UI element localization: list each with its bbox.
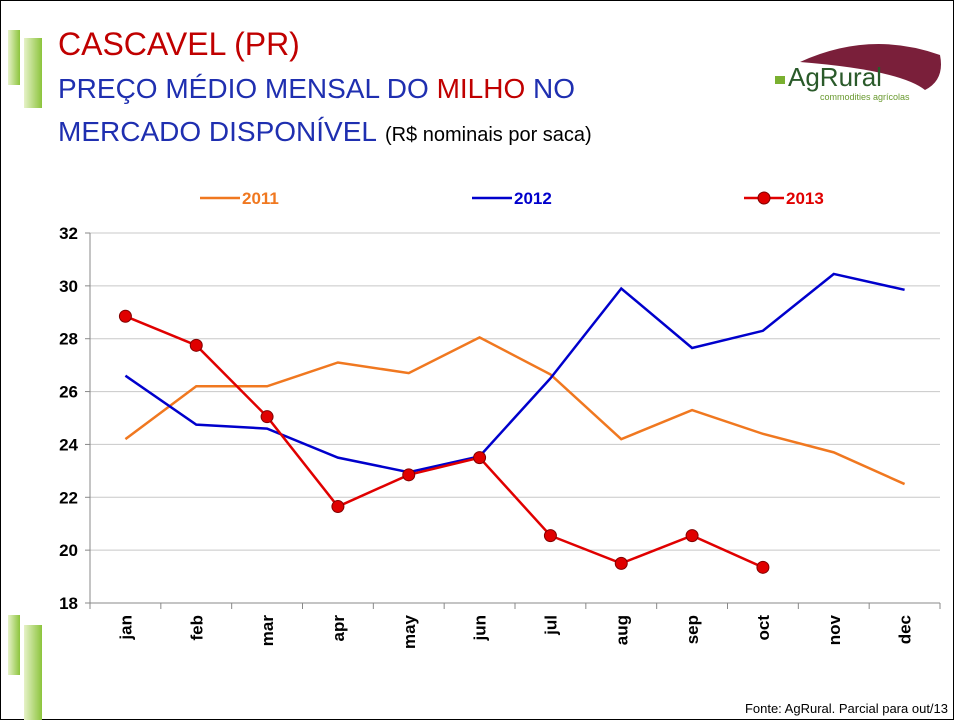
data-point (402, 468, 416, 482)
subtitle-part: (R$ nominais por saca) (385, 124, 592, 146)
x-tick-label: aug (612, 615, 631, 645)
subtitle-part: PREÇO MÉDIO MENSAL DO (58, 73, 437, 104)
data-point (260, 410, 274, 424)
series-line (124, 315, 764, 569)
subtitle-part: NO (525, 73, 575, 104)
decor (24, 38, 42, 108)
x-tick-label: jul (541, 615, 560, 636)
y-tick-label: 28 (59, 330, 78, 349)
x-tick-label: sep (683, 615, 702, 644)
source: Fonte: AgRural. Parcial para out/13 (745, 701, 948, 716)
x-tick-label: may (400, 614, 419, 649)
decor (8, 615, 20, 675)
data-point (756, 560, 770, 574)
data-point (473, 451, 487, 465)
legend-label: 2011 (242, 189, 279, 208)
subtitle-part: MILHO (437, 73, 526, 104)
x-tick-label: oct (754, 615, 773, 641)
subtitle: PREÇO MÉDIO MENSAL DO MILHO NO (58, 73, 575, 104)
x-tick-label: feb (187, 615, 206, 641)
y-tick-label: 22 (59, 488, 78, 507)
decor (24, 625, 42, 720)
y-tick-label: 20 (59, 541, 78, 560)
logo-tagline: commodities agrícolas (820, 92, 910, 102)
data-point (189, 338, 203, 352)
legend-label: 2013 (786, 189, 824, 208)
x-tick-label: nov (825, 614, 844, 645)
data-point (685, 529, 699, 543)
logo: AgRural (788, 62, 882, 92)
y-tick-label: 24 (59, 435, 78, 454)
x-tick-label: jun (471, 615, 490, 642)
legend-label: 2012 (514, 189, 552, 208)
y-tick-label: 26 (59, 383, 78, 402)
x-tick-label: jan (116, 615, 135, 641)
title: CASCAVEL (PR) (58, 26, 300, 62)
legend-marker (757, 191, 771, 205)
x-tick-label: dec (896, 615, 915, 644)
data-point (614, 556, 628, 570)
x-tick-label: apr (329, 615, 348, 642)
logo-swoosh (800, 44, 941, 90)
series-line (124, 272, 905, 474)
data-point (543, 529, 557, 543)
y-tick-label: 30 (59, 277, 78, 296)
subtitle: MERCADO DISPONÍVEL (R$ nominais por saca) (58, 116, 592, 147)
y-tick-label: 18 (59, 594, 78, 613)
logo-decor (775, 76, 785, 84)
data-point (118, 309, 132, 323)
x-tick-label: mar (258, 615, 277, 647)
subtitle-part: MERCADO DISPONÍVEL (58, 116, 377, 147)
series-line (124, 335, 906, 486)
y-tick-label: 32 (59, 224, 78, 243)
decor (8, 30, 20, 85)
data-point (331, 500, 345, 514)
